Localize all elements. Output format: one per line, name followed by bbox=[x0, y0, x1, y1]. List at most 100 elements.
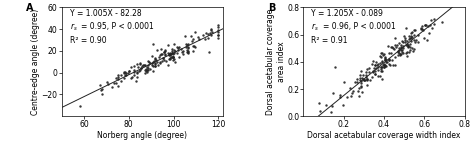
Point bbox=[149, 70, 157, 72]
Point bbox=[168, 56, 175, 58]
Point bbox=[421, 24, 428, 27]
Point bbox=[115, 76, 122, 78]
Point bbox=[168, 50, 175, 52]
Point bbox=[134, 66, 142, 68]
Point bbox=[409, 47, 416, 50]
Point bbox=[383, 61, 390, 64]
Point bbox=[363, 78, 370, 80]
Point bbox=[182, 43, 190, 45]
Point bbox=[381, 65, 389, 67]
Point bbox=[152, 65, 159, 67]
Point bbox=[175, 46, 182, 49]
Point bbox=[381, 66, 388, 68]
Point bbox=[356, 77, 363, 79]
Point bbox=[164, 64, 172, 66]
Point bbox=[215, 34, 222, 36]
Point bbox=[423, 38, 431, 41]
Point bbox=[409, 31, 416, 34]
Point bbox=[99, 88, 106, 90]
Point bbox=[133, 76, 141, 78]
Point bbox=[133, 71, 141, 73]
Point bbox=[96, 84, 104, 86]
Point bbox=[161, 50, 169, 52]
Point bbox=[149, 65, 157, 68]
Point bbox=[167, 53, 175, 55]
Point bbox=[178, 51, 185, 53]
Point bbox=[158, 53, 166, 55]
Point bbox=[202, 32, 210, 34]
Point bbox=[378, 59, 386, 62]
Point bbox=[406, 45, 414, 48]
Point bbox=[169, 56, 177, 59]
Point bbox=[405, 35, 413, 38]
Point bbox=[391, 63, 399, 66]
Point bbox=[322, 104, 330, 107]
Point bbox=[110, 82, 118, 84]
Point bbox=[337, 96, 344, 99]
Point bbox=[170, 58, 177, 60]
Point bbox=[215, 29, 222, 32]
Point bbox=[207, 33, 215, 36]
Point bbox=[368, 62, 376, 65]
Point bbox=[159, 57, 166, 59]
Point bbox=[389, 46, 396, 48]
Point bbox=[131, 69, 138, 72]
Point bbox=[374, 63, 382, 65]
Point bbox=[167, 58, 174, 60]
Point bbox=[380, 63, 387, 65]
X-axis label: Dorsal acetabular coverage width index: Dorsal acetabular coverage width index bbox=[307, 131, 461, 140]
Point bbox=[366, 79, 374, 81]
Point bbox=[350, 90, 357, 92]
Point bbox=[174, 46, 182, 49]
Point bbox=[401, 41, 409, 44]
Point bbox=[399, 52, 407, 54]
Point bbox=[380, 66, 388, 68]
Point bbox=[415, 34, 422, 36]
Point bbox=[427, 19, 435, 21]
Point bbox=[360, 79, 367, 82]
Point bbox=[363, 68, 371, 70]
Point bbox=[137, 67, 145, 70]
Point bbox=[165, 54, 173, 56]
Point bbox=[383, 59, 390, 61]
Point bbox=[164, 52, 172, 54]
Point bbox=[113, 77, 120, 80]
Point bbox=[403, 43, 411, 45]
Point bbox=[406, 42, 413, 45]
Point bbox=[400, 41, 407, 44]
Point bbox=[385, 59, 392, 61]
Point bbox=[137, 67, 145, 70]
Point bbox=[169, 59, 176, 62]
Point bbox=[379, 69, 386, 72]
Point bbox=[343, 96, 351, 98]
Point bbox=[126, 70, 133, 73]
Point bbox=[408, 36, 416, 38]
Point bbox=[146, 68, 154, 70]
Point bbox=[190, 45, 198, 47]
Point bbox=[369, 60, 377, 63]
Point bbox=[360, 78, 367, 81]
Point bbox=[136, 69, 144, 71]
Point bbox=[404, 45, 411, 47]
Point bbox=[363, 79, 370, 81]
Point bbox=[378, 66, 385, 69]
Point bbox=[377, 66, 385, 68]
Point bbox=[130, 65, 137, 67]
Point bbox=[215, 31, 222, 33]
Point bbox=[410, 39, 418, 42]
Point bbox=[430, 22, 438, 25]
Point bbox=[316, 102, 323, 104]
Point bbox=[206, 31, 214, 34]
Point bbox=[404, 45, 411, 47]
Point bbox=[215, 34, 222, 36]
Point bbox=[152, 58, 159, 60]
Point bbox=[358, 91, 365, 94]
Point bbox=[182, 35, 189, 37]
Point bbox=[122, 74, 129, 76]
Point bbox=[156, 61, 164, 64]
Point bbox=[385, 58, 393, 60]
Point bbox=[403, 40, 410, 42]
Point bbox=[402, 52, 410, 54]
Point bbox=[184, 47, 192, 49]
Point bbox=[184, 46, 192, 49]
